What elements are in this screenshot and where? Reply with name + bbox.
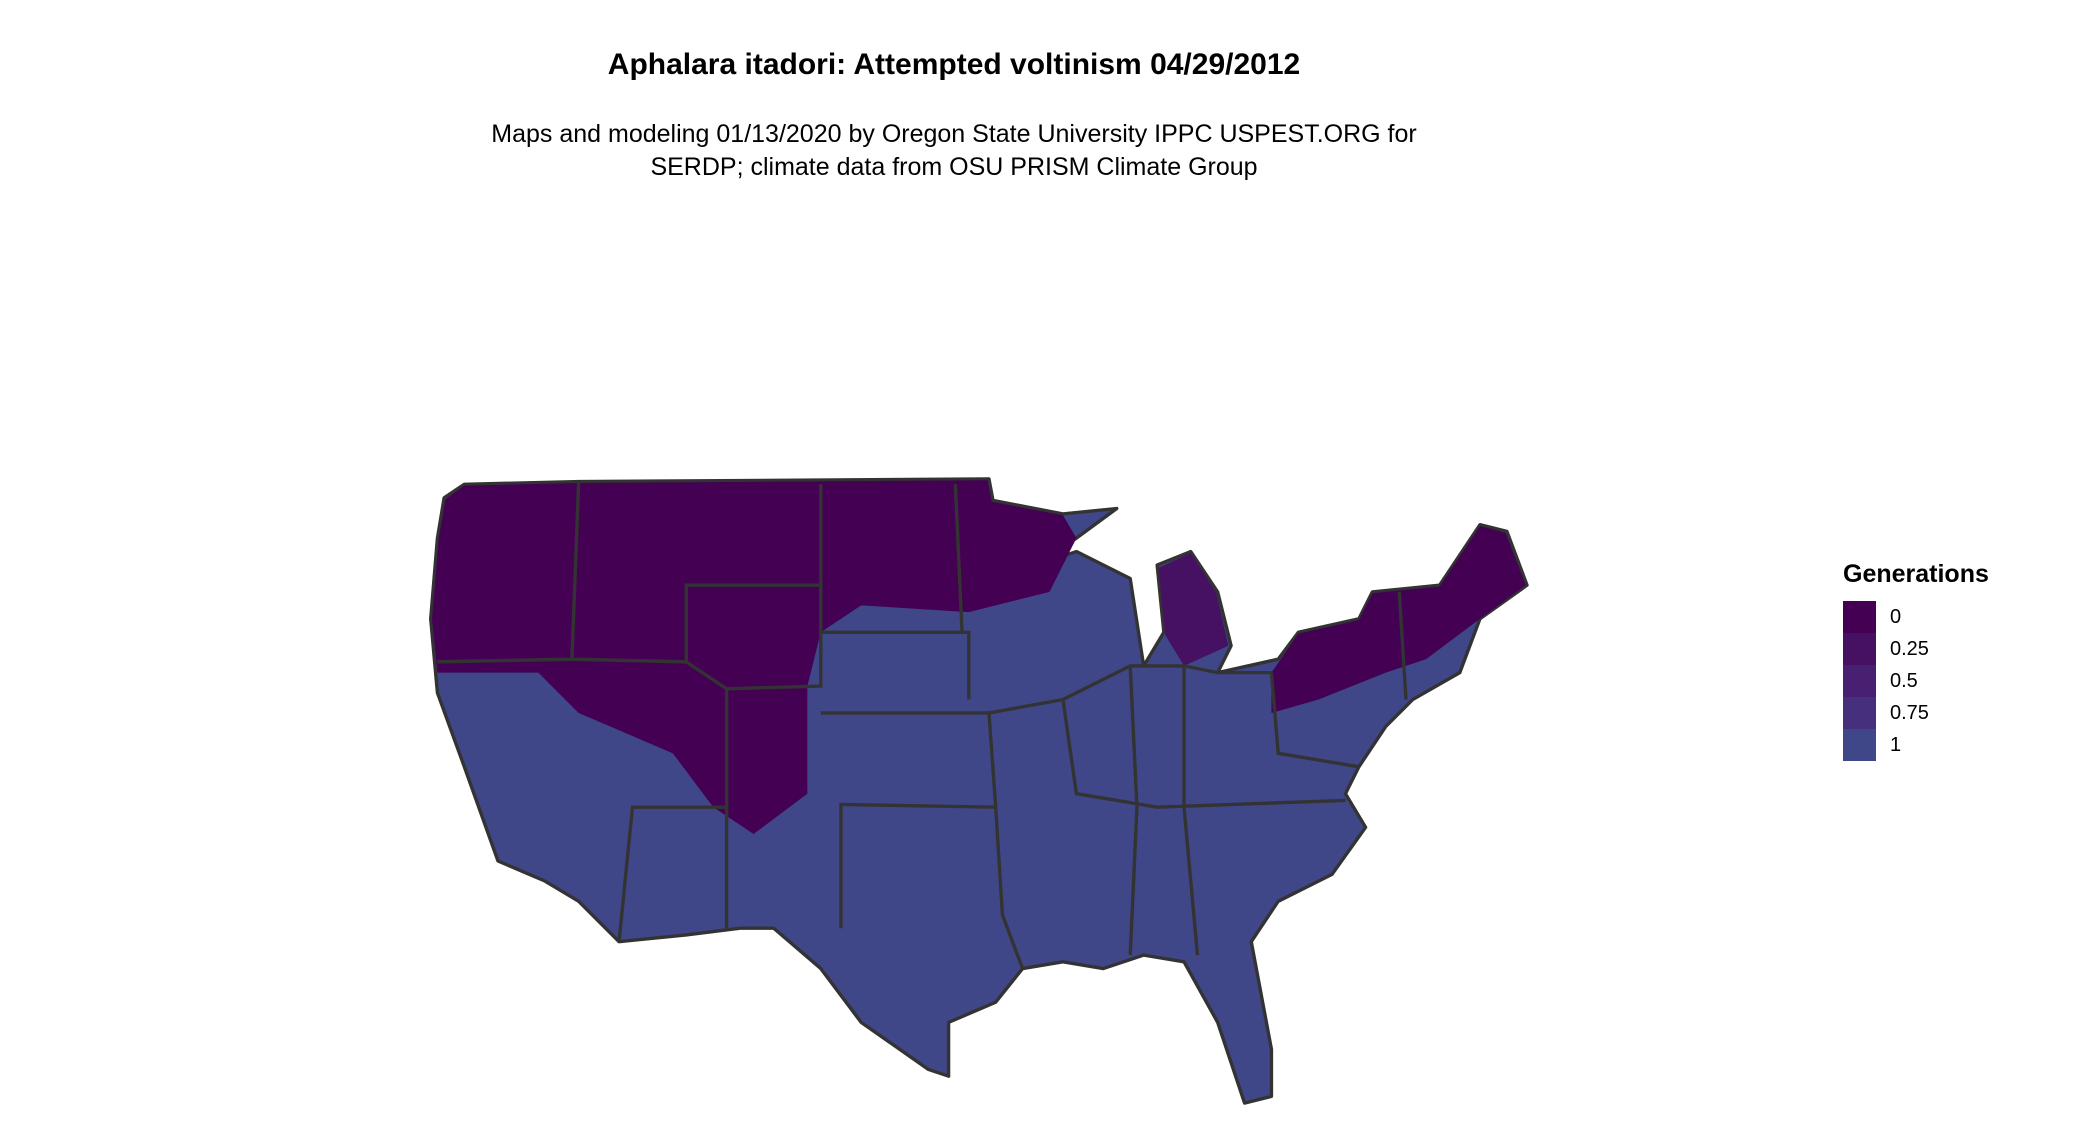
legend-title: Generations	[1843, 560, 1989, 588]
legend-swatch	[1843, 601, 1876, 633]
subtitle-line: Maps and modeling 01/13/2020 by Oregon S…	[491, 120, 1417, 148]
region-0-generations-northeast	[1271, 525, 1526, 713]
legend: Generations 0 0.25 0.5 0.75 1	[1843, 560, 1989, 761]
legend-label: 0.75	[1890, 701, 1929, 724]
legend-label: 1	[1890, 733, 1902, 756]
legend-item: 0.25	[1843, 633, 1989, 665]
legend-item: 0.75	[1843, 697, 1989, 729]
legend-label: 0.5	[1890, 669, 1918, 692]
legend-swatch	[1843, 729, 1876, 761]
map-subtitle: Maps and modeling 01/13/2020 by Oregon S…	[0, 118, 1908, 184]
legend-item: 0	[1843, 601, 1989, 633]
subtitle-line: SERDP; climate data from OSU PRISM Clima…	[650, 153, 1258, 181]
legend-item: 1	[1843, 729, 1989, 761]
legend-swatch	[1843, 633, 1876, 665]
legend-label: 0.25	[1890, 637, 1929, 660]
map-title: Aphalara itadori: Attempted voltinism 04…	[607, 48, 1301, 81]
region-partial-michigan	[1158, 552, 1229, 666]
state-borders	[437, 481, 1408, 970]
legend-swatch	[1843, 697, 1876, 729]
legend-swatch	[1843, 665, 1876, 697]
legend-item: 0.5	[1843, 665, 1989, 697]
legend-label: 0	[1890, 605, 1902, 628]
region-0-generations-west	[432, 480, 1077, 835]
